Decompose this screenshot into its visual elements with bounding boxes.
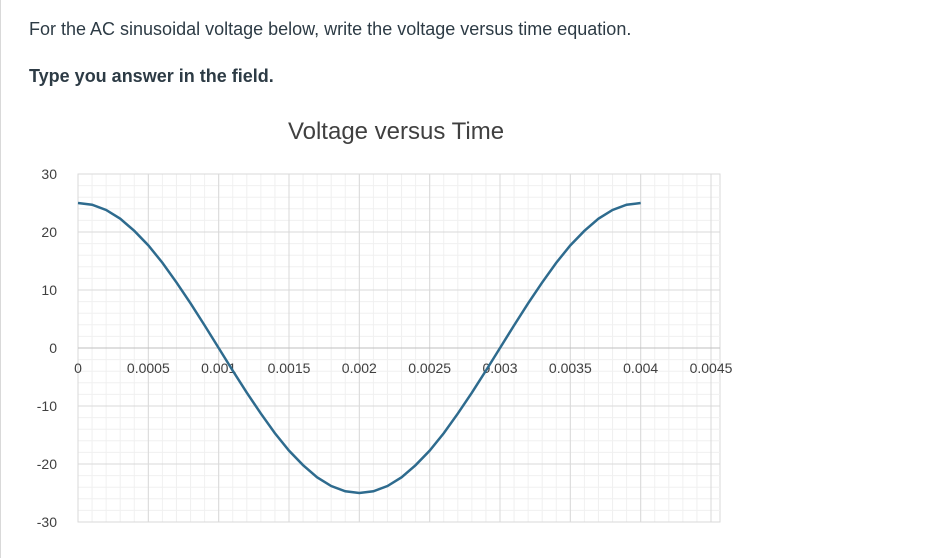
answer-instruction: Type you answer in the field.: [29, 66, 274, 86]
y-tick-label: 20: [41, 224, 57, 240]
y-tick-label: 30: [41, 166, 57, 182]
y-tick-label: -30: [37, 514, 57, 530]
major-grid: [77, 173, 720, 523]
question-text: For the AC sinusoidal voltage below, wri…: [29, 19, 632, 39]
content-left-border: [0, 0, 1, 558]
y-tick-label: -10: [37, 398, 57, 414]
x-tick-label: 0.0045: [690, 360, 733, 376]
x-tick-label: 0.0005: [127, 360, 170, 376]
y-axis-ticks: 30 20 10 0 -10 -20 -30: [37, 166, 57, 530]
y-tick-label: 10: [41, 282, 57, 298]
x-axis-ticks: 0 0.0005 0.001 0.0015 0.002 0.0025 0.003 0.0035…: [74, 360, 733, 376]
x-tick-label: 0: [74, 360, 82, 376]
y-tick-label: -20: [37, 456, 57, 472]
chart-title: Voltage versus Time: [288, 118, 504, 145]
x-tick-label: 0.0025: [408, 360, 451, 376]
x-tick-label: 0.004: [623, 360, 658, 376]
voltage-series-line: [77, 201, 641, 495]
y-tick-label: 0: [49, 340, 57, 356]
x-tick-label: 0.002: [342, 360, 377, 376]
x-tick-label: 0.0035: [549, 360, 592, 376]
x-tick-label: 0.0015: [268, 360, 311, 376]
